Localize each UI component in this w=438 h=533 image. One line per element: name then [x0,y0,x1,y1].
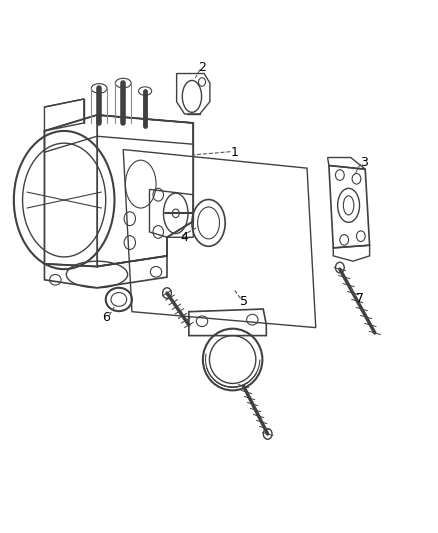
Text: 2: 2 [198,61,205,74]
Text: 7: 7 [355,292,363,305]
Text: 3: 3 [359,156,367,169]
Text: 5: 5 [239,295,247,308]
Text: 1: 1 [230,146,238,159]
Text: 4: 4 [180,231,188,244]
Text: 6: 6 [102,311,110,324]
